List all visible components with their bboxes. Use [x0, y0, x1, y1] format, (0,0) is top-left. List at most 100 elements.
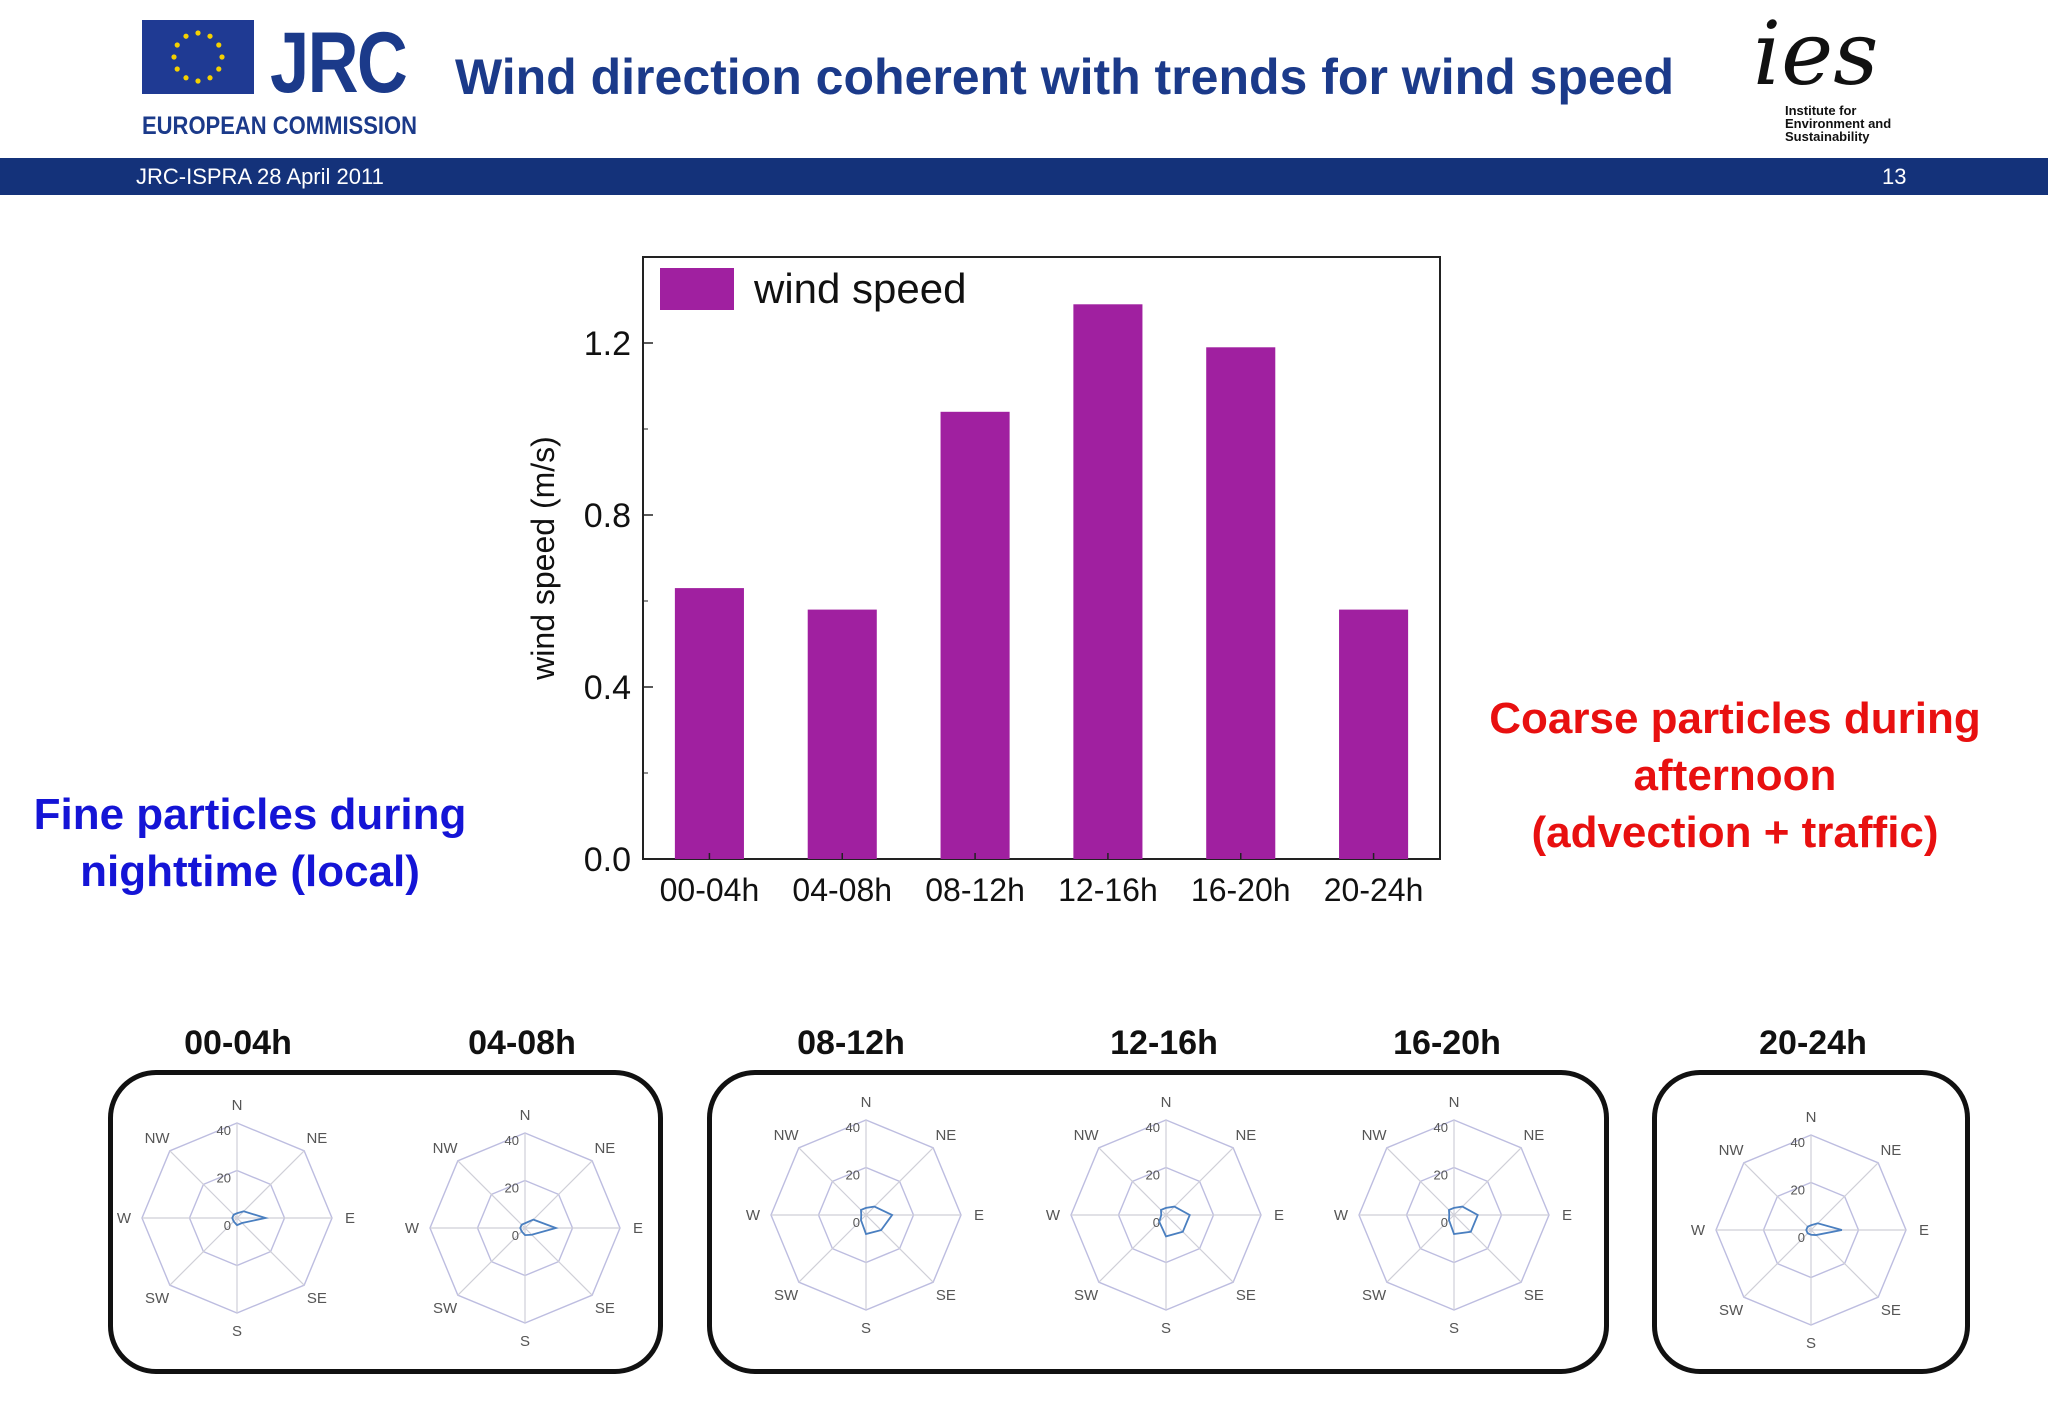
rose-spoke: [1098, 1214, 1167, 1283]
jrc-wordmark: JRC: [270, 15, 408, 111]
legend-label: wind speed: [753, 265, 966, 312]
ies-logo-text: ies: [1753, 6, 1878, 105]
wind-rose-04-08h: N NE E SE S SW W NW 0 20 40: [405, 1107, 643, 1350]
ies-caption-line: Environment and: [1785, 116, 1892, 131]
european-commission-label: EUROPEAN COMMISSION: [142, 112, 418, 140]
rose-direction-label: NE: [1880, 1142, 1901, 1159]
ies-caption-line: Institute for: [1785, 103, 1857, 118]
ies-logo: ies Institute for Environment and Sustai…: [1745, 2, 1925, 146]
rose-direction-label: N: [232, 1097, 243, 1114]
y-tick-label: 1.2: [584, 325, 631, 363]
coarse-particles-note: Coarse particles during afternoon (advec…: [1440, 690, 2030, 861]
rose-direction-label: E: [1919, 1222, 1929, 1239]
rose-spoke: [1453, 1147, 1522, 1216]
rose-direction-label: S: [520, 1333, 530, 1350]
y-tick-label: 0.4: [584, 669, 631, 707]
rose-spoke: [798, 1214, 867, 1283]
y-tick-label: 0.8: [584, 497, 631, 535]
rose-group-day: [707, 1070, 1609, 1374]
rose-direction-label: E: [1562, 1207, 1572, 1224]
wind-speed-bar-chart: wind speed wind speed (m/s) 0.0 0.4 0.8 1.2…: [525, 256, 1441, 908]
rose-spoke: [169, 1217, 238, 1286]
bar: [1206, 347, 1276, 859]
rose-spoke: [524, 1227, 593, 1296]
plot-frame: [642, 256, 1441, 860]
rose-direction-label: W: [1334, 1207, 1349, 1224]
rose-direction-label: NW: [433, 1140, 459, 1157]
rose-ring-label: 20: [1434, 1168, 1448, 1183]
rose-direction-label: SW: [774, 1287, 799, 1304]
flag-star-icon: [219, 54, 225, 60]
rose-direction-label: SE: [595, 1300, 615, 1317]
rose-ring-label: 20: [217, 1171, 231, 1186]
rose-ring-label: 40: [846, 1120, 860, 1135]
flag-star-icon: [216, 42, 222, 48]
fine-note-line: nighttime (local): [80, 847, 420, 896]
bar: [1339, 609, 1409, 859]
rose-direction-label: SW: [1074, 1287, 1099, 1304]
rose-direction-label: E: [974, 1207, 984, 1224]
wind-rose-00-04h: N NE E SE S SW W NW 0 20 40: [117, 1097, 355, 1340]
rose-ring-label: 0: [853, 1215, 860, 1230]
x-tick-label: 12-16h: [1058, 872, 1158, 908]
rose-direction-label: N: [1449, 1094, 1460, 1111]
rose-ring-label: 0: [1153, 1215, 1160, 1230]
bar: [940, 411, 1010, 859]
coarse-note-line: afternoon: [1633, 751, 1837, 800]
fine-particles-note: Fine particles during nighttime (local): [0, 786, 500, 900]
rose-spoke: [236, 1217, 305, 1286]
eu-flag-icon: [142, 20, 254, 94]
y-axis-label: wind speed (m/s): [525, 436, 561, 681]
rose-direction-label: NE: [594, 1140, 615, 1157]
slide-title: Wind direction coherent with trends for …: [455, 49, 1675, 105]
bar: [807, 609, 877, 859]
rose-spoke: [1743, 1229, 1812, 1298]
coarse-note-line: Coarse particles during: [1489, 694, 1981, 743]
rose-spoke: [236, 1150, 305, 1219]
rose-spoke: [865, 1147, 934, 1216]
page-number: 13: [1882, 164, 1907, 189]
rose-direction-label: W: [405, 1220, 420, 1237]
rose-direction-label: E: [633, 1220, 643, 1237]
rose-direction-label: E: [345, 1210, 355, 1227]
coarse-note-line: (advection + traffic): [1531, 808, 1939, 857]
wind-rose-20-24h: N NE E SE S SW W NW 0 20 40: [1691, 1109, 1929, 1352]
rose-spoke: [1743, 1162, 1812, 1231]
rose-spoke: [524, 1160, 593, 1229]
rose-direction-label: E: [1274, 1207, 1284, 1224]
rose-direction-label: W: [117, 1210, 132, 1227]
rose-ring-label: 20: [1146, 1168, 1160, 1183]
x-tick-label: 16-20h: [1191, 872, 1291, 908]
rose-direction-label: N: [1161, 1094, 1172, 1111]
rose-title: 08-12h: [797, 1024, 905, 1062]
rose-spoke: [1386, 1214, 1455, 1283]
rose-ring-label: 40: [1434, 1120, 1448, 1135]
rose-direction-label: N: [520, 1107, 531, 1124]
rose-ring-label: 40: [217, 1123, 231, 1138]
rose-data: [1448, 1205, 1479, 1235]
rose-spoke: [1165, 1147, 1234, 1216]
rose-direction-label: SE: [936, 1287, 956, 1304]
rose-direction-label: NE: [1523, 1127, 1544, 1144]
flag-star-icon: [171, 54, 177, 60]
rose-title: 00-04h: [184, 1024, 292, 1062]
rose-direction-label: N: [861, 1094, 872, 1111]
rose-spoke: [865, 1214, 934, 1283]
rose-direction-label: SW: [1362, 1287, 1387, 1304]
rose-direction-label: NW: [774, 1127, 800, 1144]
rose-direction-label: SE: [307, 1290, 327, 1307]
flag-star-icon: [183, 33, 189, 39]
rose-direction-label: S: [1806, 1335, 1816, 1352]
x-tick-label: 08-12h: [925, 872, 1025, 908]
rose-direction-label: W: [1046, 1207, 1061, 1224]
flag-star-icon: [216, 66, 222, 72]
rose-ring-label: 40: [1146, 1120, 1160, 1135]
rose-direction-label: SW: [433, 1300, 458, 1317]
jrc-logo: JRC EUROPEAN COMMISSION: [142, 15, 418, 140]
flag-star-icon: [174, 66, 180, 72]
rose-spoke: [1453, 1214, 1522, 1283]
rose-direction-label: S: [232, 1323, 242, 1340]
rose-spoke: [169, 1150, 238, 1219]
rose-spoke: [1165, 1214, 1234, 1283]
rose-direction-label: NW: [145, 1130, 171, 1147]
